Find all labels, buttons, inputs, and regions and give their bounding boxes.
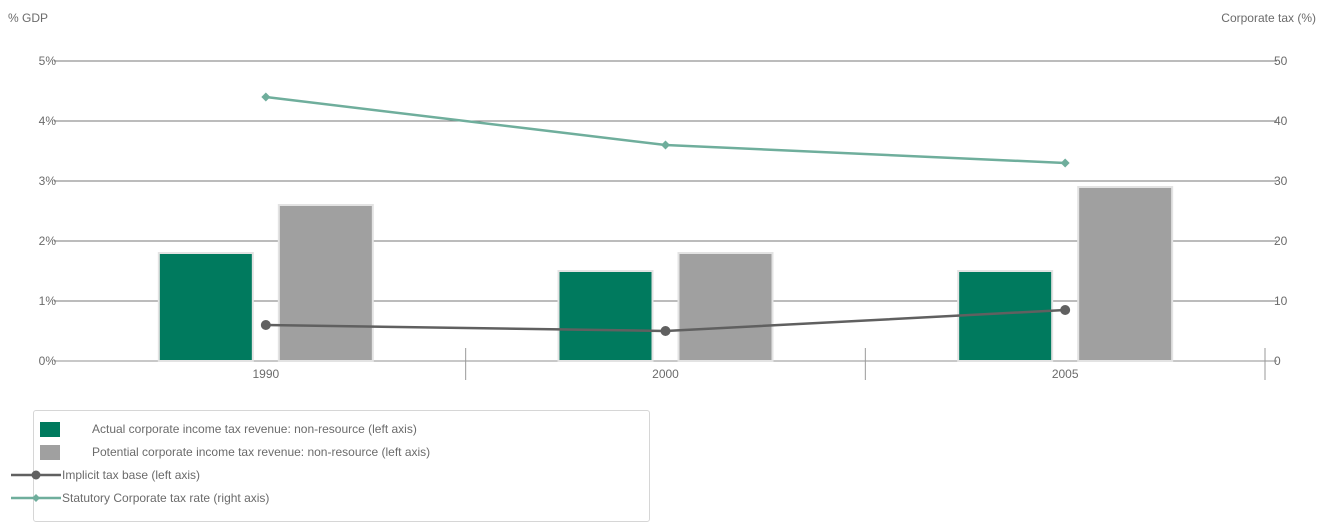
legend: Actual corporate income tax revenue: non… xyxy=(11,410,650,522)
axes: 0% 1% 2% 3% 4% 5% 0 10 20 30 40 50 % GDP Corporate ta… xyxy=(8,11,1316,381)
right-tick-label: 10 xyxy=(1274,294,1288,308)
grid-lines xyxy=(54,60,1277,362)
bar xyxy=(157,252,254,362)
right-tick-label: 50 xyxy=(1274,54,1288,68)
legend-item-actual: Actual corporate income tax revenue: non… xyxy=(92,419,417,439)
right-tick-label: 40 xyxy=(1274,114,1288,128)
left-tick-label: 5% xyxy=(39,54,57,68)
legend-marker-implicit xyxy=(11,470,61,480)
legend-label-potential: Potential corporate income tax revenue: … xyxy=(92,445,431,459)
right-tick-label: 30 xyxy=(1274,174,1288,188)
category-label: 2000 xyxy=(652,367,679,381)
legend-item-potential: Potential corporate income tax revenue: … xyxy=(92,442,430,462)
left-tick-label: 3% xyxy=(39,174,57,188)
bar xyxy=(557,270,654,362)
category-label: 1990 xyxy=(252,367,279,381)
left-axis-title: % GDP xyxy=(8,11,48,25)
chart: 0% 1% 2% 3% 4% 5% 0 10 20 30 40 50 % GDP Corporate ta… xyxy=(8,11,1316,381)
line-point xyxy=(1060,158,1070,168)
series-lines xyxy=(260,92,1071,336)
legend-label-statutory: Statutory Corporate tax rate (right axis… xyxy=(62,491,270,505)
left-tick-label: 0% xyxy=(39,354,57,368)
legend-marker-statutory xyxy=(11,494,61,502)
bar xyxy=(1077,186,1174,362)
left-tick-label: 2% xyxy=(39,234,57,248)
right-tick-label: 20 xyxy=(1274,234,1288,248)
left-tick-label: 4% xyxy=(39,114,57,128)
legend-swatch-potential xyxy=(40,445,60,460)
line-point xyxy=(261,92,271,102)
legend-item-statutory: Statutory Corporate tax rate (right axis… xyxy=(62,488,269,508)
legend-swatch-actual xyxy=(40,422,60,437)
bar xyxy=(277,204,374,362)
series-line xyxy=(265,95,1066,165)
category-label: 2005 xyxy=(1052,367,1079,381)
bar xyxy=(677,252,774,362)
legend-label-implicit: Implicit tax base (left axis) xyxy=(62,468,201,482)
legend-label-actual: Actual corporate income tax revenue: non… xyxy=(92,422,417,436)
right-axis-title: Corporate tax (%) xyxy=(1221,11,1316,25)
right-tick-label: 0 xyxy=(1274,354,1281,368)
line-point xyxy=(661,140,670,150)
left-tick-label: 1% xyxy=(39,294,57,308)
bars xyxy=(157,186,1174,362)
line-point xyxy=(1060,305,1071,315)
legend-item-implicit: Implicit tax base (left axis) xyxy=(62,465,200,485)
line-point xyxy=(660,326,671,336)
line-point xyxy=(260,320,271,330)
